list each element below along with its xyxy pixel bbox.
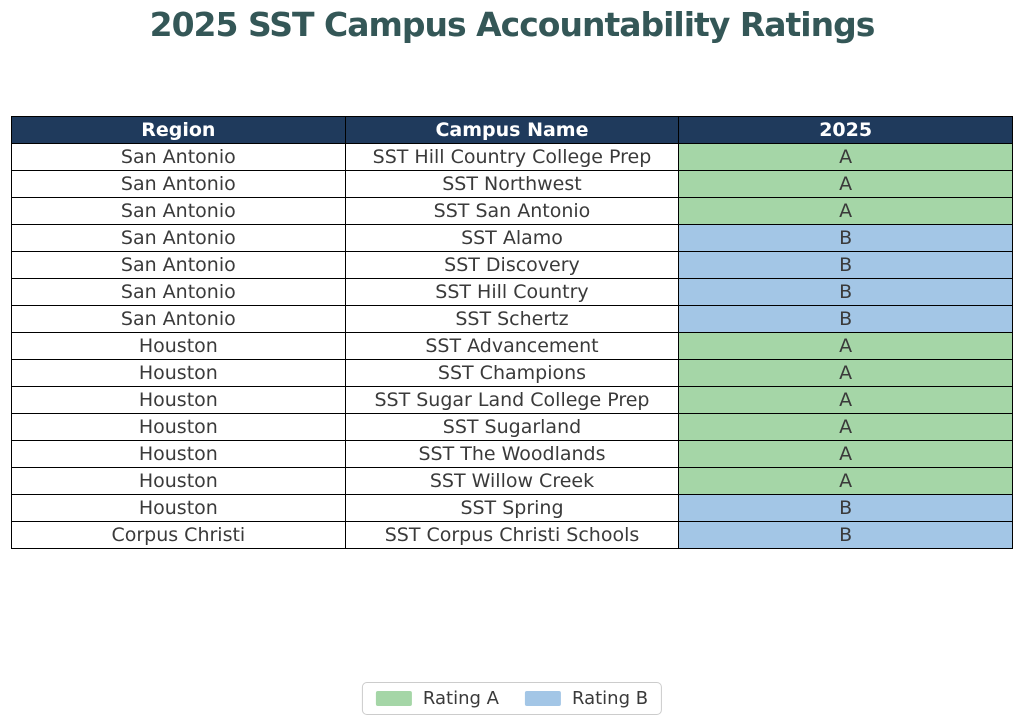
- region-cell: San Antonio: [11, 251, 346, 279]
- campus-cell: SST Sugar Land College Prep: [344, 386, 680, 414]
- table-row: Houston SST Sugar Land College Prep A: [11, 386, 1013, 414]
- region-cell: Houston: [11, 413, 346, 441]
- region-cell: San Antonio: [11, 278, 346, 306]
- column-header-region: Region: [11, 116, 346, 144]
- rating-cell: A: [678, 170, 1013, 198]
- rating-cell: A: [678, 143, 1013, 171]
- region-cell: San Antonio: [11, 170, 346, 198]
- region-cell: Houston: [11, 386, 346, 414]
- table-row: San Antonio SST Northwest A: [11, 170, 1013, 198]
- rating-cell: B: [678, 521, 1013, 549]
- rating-cell: A: [678, 332, 1013, 360]
- ratings-table: Region Campus Name 2025 San Antonio SST …: [11, 116, 1013, 549]
- rating-a-swatch-icon: [375, 691, 412, 706]
- rating-b-swatch-icon: [524, 691, 561, 706]
- rating-cell: A: [678, 386, 1013, 414]
- legend-item-rating-a: Rating A: [375, 688, 499, 709]
- campus-cell: SST Advancement: [344, 332, 680, 360]
- region-cell: San Antonio: [11, 305, 346, 333]
- rating-cell: B: [678, 278, 1013, 306]
- table-row: Corpus Christi SST Corpus Christi School…: [11, 521, 1013, 549]
- campus-cell: SST The Woodlands: [344, 440, 680, 468]
- table-row: San Antonio SST Hill Country College Pre…: [11, 143, 1013, 171]
- region-cell: Houston: [11, 359, 346, 387]
- table-row: San Antonio SST Schertz B: [11, 305, 1013, 333]
- rating-cell: A: [678, 440, 1013, 468]
- rating-cell: A: [678, 359, 1013, 387]
- region-cell: San Antonio: [11, 143, 346, 171]
- rating-cell: B: [678, 305, 1013, 333]
- campus-cell: SST Alamo: [344, 224, 680, 252]
- campus-cell: SST Spring: [344, 494, 680, 522]
- table-row: Houston SST Champions A: [11, 359, 1013, 387]
- table-row: San Antonio SST Discovery B: [11, 251, 1013, 279]
- region-cell: Houston: [11, 440, 346, 468]
- campus-cell: SST Hill Country: [344, 278, 680, 306]
- legend: Rating A Rating B: [361, 682, 663, 715]
- legend-item-rating-b: Rating B: [524, 688, 649, 709]
- table-row: San Antonio SST Alamo B: [11, 224, 1013, 252]
- campus-cell: SST Corpus Christi Schools: [344, 521, 680, 549]
- table-row: San Antonio SST San Antonio A: [11, 197, 1013, 225]
- chart-title: 2025 SST Campus Accountability Ratings: [149, 5, 876, 44]
- table-row: Houston SST Sugarland A: [11, 413, 1013, 441]
- region-cell: Houston: [11, 332, 346, 360]
- rating-cell: B: [678, 224, 1013, 252]
- table-row: Houston SST The Woodlands A: [11, 440, 1013, 468]
- region-cell: San Antonio: [11, 197, 346, 225]
- campus-cell: SST Hill Country College Prep: [344, 143, 680, 171]
- rating-cell: A: [678, 467, 1013, 495]
- legend-label-rating-a: Rating A: [422, 688, 499, 709]
- campus-cell: SST Willow Creek: [344, 467, 680, 495]
- column-header-campus-name: Campus Name: [344, 116, 680, 144]
- table-row: Houston SST Spring B: [11, 494, 1013, 522]
- campus-cell: SST Sugarland: [344, 413, 680, 441]
- campus-cell: SST Discovery: [344, 251, 680, 279]
- region-cell: San Antonio: [11, 224, 346, 252]
- rating-cell: B: [678, 494, 1013, 522]
- campus-cell: SST Champions: [344, 359, 680, 387]
- region-cell: Houston: [11, 467, 346, 495]
- rating-cell: A: [678, 413, 1013, 441]
- region-cell: Corpus Christi: [11, 521, 346, 549]
- campus-cell: SST Schertz: [344, 305, 680, 333]
- region-cell: Houston: [11, 494, 346, 522]
- campus-cell: SST San Antonio: [344, 197, 680, 225]
- campus-cell: SST Northwest: [344, 170, 680, 198]
- rating-cell: B: [678, 251, 1013, 279]
- table-row: Houston SST Willow Creek A: [11, 467, 1013, 495]
- table-row: San Antonio SST Hill Country B: [11, 278, 1013, 306]
- column-header-2025: 2025: [678, 116, 1013, 144]
- table-row: Houston SST Advancement A: [11, 332, 1013, 360]
- header-row: Region Campus Name 2025: [11, 116, 1013, 144]
- legend-label-rating-b: Rating B: [571, 688, 649, 709]
- rating-cell: A: [678, 197, 1013, 225]
